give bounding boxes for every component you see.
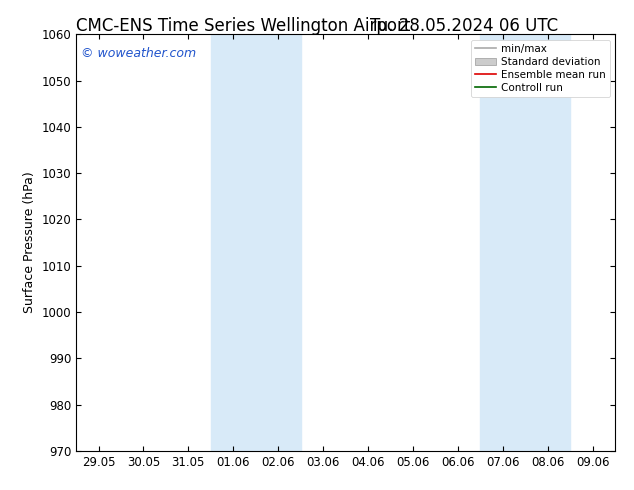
Text: © woweather.com: © woweather.com bbox=[81, 47, 197, 60]
Legend: min/max, Standard deviation, Ensemble mean run, Controll run: min/max, Standard deviation, Ensemble me… bbox=[470, 40, 610, 97]
Bar bbox=[481, 34, 570, 451]
Y-axis label: Surface Pressure (hPa): Surface Pressure (hPa) bbox=[23, 172, 36, 314]
Text: Tu. 28.05.2024 06 UTC: Tu. 28.05.2024 06 UTC bbox=[370, 17, 558, 35]
Bar bbox=[210, 34, 301, 451]
Text: CMC-ENS Time Series Wellington Airport: CMC-ENS Time Series Wellington Airport bbox=[76, 17, 410, 35]
